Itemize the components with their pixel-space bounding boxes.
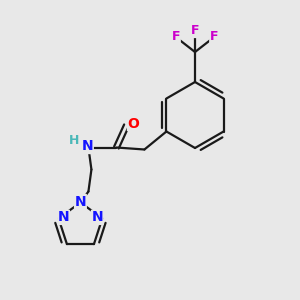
Text: H: H (69, 134, 80, 147)
Text: N: N (58, 210, 69, 224)
Text: N: N (82, 140, 93, 154)
Text: F: F (210, 31, 218, 44)
Text: O: O (128, 116, 140, 130)
Text: N: N (75, 194, 86, 208)
Text: N: N (92, 210, 103, 224)
Text: F: F (172, 31, 180, 44)
Text: F: F (191, 25, 199, 38)
